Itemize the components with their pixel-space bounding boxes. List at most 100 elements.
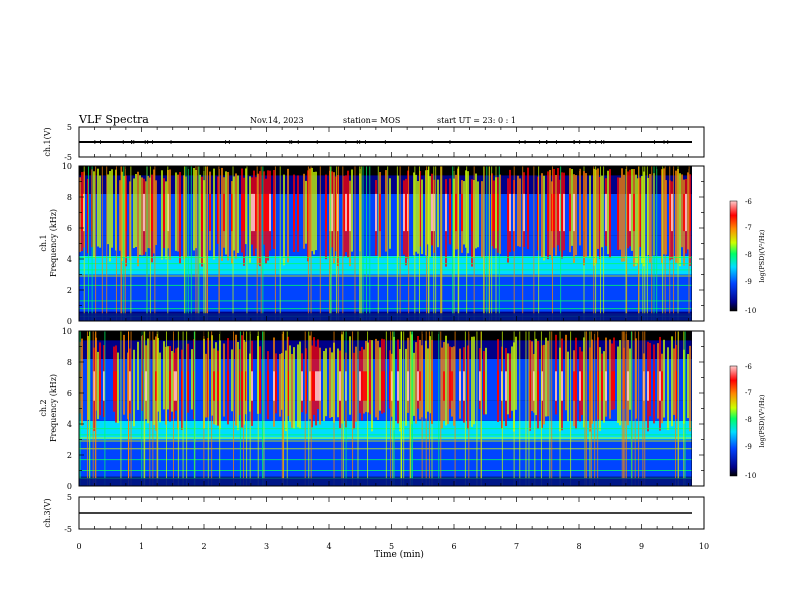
spectrum-hotspot <box>263 193 265 232</box>
spectrum-hotspot <box>467 371 469 401</box>
spectrum-column <box>177 174 179 252</box>
x-tick-label: 8 <box>576 542 581 551</box>
spectrum-column <box>429 336 431 414</box>
spectrum-column <box>485 347 487 415</box>
spectrum-hotspot <box>451 371 453 401</box>
spectrum-column <box>133 349 135 427</box>
spectrum-column <box>213 168 215 260</box>
spectrum-hotspot <box>313 371 315 401</box>
spectrum-column <box>147 175 149 249</box>
spectrum-hotspot <box>227 371 229 401</box>
spectrum-hotspot <box>361 371 363 401</box>
spectrum-hotspot <box>683 193 685 232</box>
spectrum-column <box>601 175 603 248</box>
spectrum-column <box>333 172 335 264</box>
spectrum-hotspot <box>369 371 371 401</box>
spectrum-hotspot <box>445 193 447 232</box>
spectrum-hotspot <box>581 371 583 401</box>
start-time-label: start UT = 23: 0 : 1 <box>437 116 516 125</box>
spectrum-band <box>79 331 692 341</box>
spectrum-column <box>287 168 289 263</box>
spectrum-column <box>663 168 665 255</box>
ch3-waveform-panel: 5 -5 ch.3(V) <box>43 493 705 534</box>
spectrum-hotspot <box>563 193 565 232</box>
spectrum-column <box>687 354 689 419</box>
spectrum-hotspot <box>125 193 127 232</box>
spectrum-column <box>153 169 155 254</box>
ch2-ytick-2: 2 <box>67 451 72 460</box>
ch1-waveform-ytick-bottom: -5 <box>64 153 72 162</box>
spectrum-hotspot <box>575 371 577 401</box>
spectrum-hotspot <box>347 193 349 232</box>
spectrum-hotspot <box>579 371 581 401</box>
ch1-colorbar-tick: -8 <box>745 251 752 259</box>
spectrum-column <box>231 349 233 412</box>
spectrum-hotspot <box>497 193 499 232</box>
spectrum-column <box>119 180 121 251</box>
spectrum-hotspot <box>529 371 531 401</box>
spectrum-hotspot <box>561 371 563 401</box>
spectrum-hotspot <box>643 371 645 401</box>
spectrum-hotspot <box>605 371 607 401</box>
spectrum-column <box>555 174 557 256</box>
spectrum-hotspot <box>599 193 601 232</box>
x-tick-label: 2 <box>201 542 206 551</box>
spectrum-column <box>609 339 611 419</box>
spectrum-column <box>425 170 427 256</box>
ch1-waveform-spikes <box>94 140 669 144</box>
spectrum-column <box>547 340 549 417</box>
x-tick-label: 1 <box>139 542 144 551</box>
spectrum-hotspot <box>613 371 615 401</box>
spectrum-column <box>481 181 483 259</box>
x-tick-label: 7 <box>514 542 519 551</box>
spectrum-hotspot <box>353 371 355 401</box>
spectrum-hotspot <box>507 193 509 232</box>
ch1-colorbar-tick: -10 <box>745 307 756 315</box>
spectrum-column <box>249 176 251 263</box>
spectrum-hotspot <box>419 371 421 401</box>
spectrum-column <box>541 173 543 258</box>
spectrum-column <box>215 342 217 426</box>
spectrum-hotspot <box>497 371 499 401</box>
ch1-ytick-4: 4 <box>67 255 72 264</box>
spectrum-column <box>617 346 619 423</box>
spectrum-hotspot <box>287 371 289 401</box>
spectrum-hotspot <box>349 193 351 232</box>
spectrum-hotspot <box>293 193 295 232</box>
spectrum-hotspot <box>163 193 165 232</box>
spectrum-column <box>117 352 119 424</box>
spectrum-column <box>337 348 339 418</box>
spectrum-column <box>631 169 633 251</box>
spectrum-column <box>291 353 293 428</box>
spectrum-hotspot <box>93 371 95 401</box>
spectrum-column <box>467 171 469 254</box>
spectrum-column <box>515 336 517 410</box>
spectrum-hotspot <box>201 193 203 232</box>
spectrum-hotspot <box>407 371 409 401</box>
spectrum-column <box>133 178 135 249</box>
spectrum-column <box>421 179 423 255</box>
spectrum-hotspot <box>267 371 269 401</box>
spectrum-hotspot <box>405 193 407 232</box>
spectrum-hotspot <box>609 193 611 232</box>
spectrum-hotspot <box>685 193 687 232</box>
ch2-colorbar-tick: -7 <box>745 389 752 397</box>
spectrum-column <box>453 346 455 426</box>
ch1-ytick-8: 8 <box>67 193 72 202</box>
spectrum-hotspot <box>573 193 575 232</box>
spectrum-hotspot <box>103 371 105 401</box>
spectrum-column <box>549 169 551 256</box>
spectrum-hotspot <box>175 371 177 401</box>
spectrum-column <box>589 175 591 259</box>
spectrum-column <box>635 174 637 266</box>
spectrum-hotspot <box>381 371 383 401</box>
spectrum-column <box>237 341 239 431</box>
spectrum-column <box>97 351 99 420</box>
spectrum-column <box>621 168 623 262</box>
spectrum-hotspot <box>547 193 549 232</box>
ch2-ytick-10: 10 <box>62 327 72 336</box>
spectrum-column <box>415 342 417 424</box>
spectrum-column <box>473 336 475 425</box>
spectrum-column <box>137 341 139 410</box>
spectrum-column <box>607 170 609 255</box>
